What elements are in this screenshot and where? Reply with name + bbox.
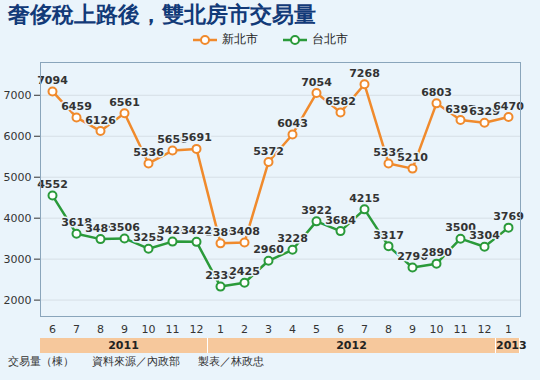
svg-text:8: 8 [97, 323, 104, 336]
svg-text:6329: 6329 [469, 105, 500, 119]
svg-text:3500: 3500 [445, 221, 476, 235]
svg-text:8: 8 [385, 323, 392, 336]
html-text:奢侈稅上路後，雙北房市交易量: 奢侈稅上路後，雙北房市交易量 [8, 2, 316, 27]
svg-text:2: 2 [241, 323, 248, 336]
svg-text:3228: 3228 [277, 232, 308, 245]
svg-text:3: 3 [265, 323, 272, 336]
svg-text:12: 12 [190, 323, 204, 336]
svg-text:2960: 2960 [253, 243, 284, 257]
html-text:台北市: 台北市 [312, 32, 348, 46]
svg-text:6459: 6459 [61, 100, 92, 113]
svg-text:1: 1 [505, 323, 512, 336]
svg-text:5000: 5000 [4, 171, 32, 184]
svg-text:6: 6 [49, 323, 56, 336]
svg-text:6043: 6043 [277, 117, 308, 130]
svg-text:7: 7 [361, 323, 368, 336]
svg-text:2425: 2425 [229, 265, 260, 278]
svg-text:6561: 6561 [109, 96, 140, 109]
svg-text:3255: 3255 [133, 231, 164, 245]
svg-text:5691: 5691 [181, 131, 212, 144]
svg-text:11: 11 [454, 323, 468, 336]
svg-text:4: 4 [289, 323, 296, 336]
svg-text:3684: 3684 [325, 214, 356, 227]
svg-text:5336: 5336 [373, 146, 404, 159]
svg-text:2890: 2890 [421, 246, 452, 259]
svg-text:7054: 7054 [301, 76, 332, 89]
svg-text:5: 5 [313, 323, 320, 336]
svg-text:2796: 2796 [397, 250, 428, 263]
svg-text:10: 10 [142, 323, 156, 336]
svg-text:3428: 3428 [157, 224, 188, 238]
svg-text:5336: 5336 [133, 146, 164, 159]
svg-text:3618: 3618 [61, 216, 92, 230]
svg-text:5210: 5210 [397, 151, 428, 164]
svg-text:4000: 4000 [4, 212, 32, 225]
svg-text:6126: 6126 [85, 114, 116, 127]
svg-text:2000: 2000 [4, 294, 32, 307]
svg-text:4552: 4552 [37, 178, 68, 191]
svg-text:12: 12 [478, 323, 492, 336]
svg-text:7094: 7094 [37, 74, 68, 87]
svg-text:3422: 3422 [181, 224, 212, 237]
svg-text:9: 9 [409, 323, 416, 336]
svg-text:3769: 3769 [493, 210, 524, 223]
svg-text:3304: 3304 [469, 229, 500, 242]
svg-text:3408: 3408 [229, 225, 260, 238]
html-text:2011: 2011 [108, 339, 139, 352]
svg-text:9: 9 [121, 323, 128, 336]
svg-text:11: 11 [166, 323, 180, 336]
html-text:2012: 2012 [336, 339, 367, 352]
svg-text:6803: 6803 [421, 86, 452, 99]
svg-text:3489: 3489 [85, 221, 116, 235]
svg-text:3317: 3317 [373, 229, 404, 242]
svg-text:3000: 3000 [4, 253, 32, 266]
svg-text:7: 7 [73, 323, 80, 336]
svg-text:4215: 4215 [349, 192, 380, 205]
html-text:資料來源／內政部: 資料來源／內政部 [92, 355, 180, 368]
svg-text:6: 6 [337, 323, 344, 336]
svg-text:3506: 3506 [109, 220, 140, 234]
html-text:2013: 2013 [496, 339, 527, 352]
svg-text:6582: 6582 [325, 95, 356, 108]
html-text:新北市: 新北市 [222, 32, 258, 46]
svg-text:10: 10 [430, 323, 444, 336]
svg-text:6397: 6397 [445, 102, 476, 116]
html-text:製表／林政忠: 製表／林政忠 [198, 355, 264, 368]
svg-text:6000: 6000 [4, 130, 32, 143]
svg-text:1: 1 [217, 323, 224, 336]
svg-text:6470: 6470 [493, 100, 524, 113]
svg-text:3922: 3922 [301, 203, 332, 217]
svg-text:2330: 2330 [205, 269, 236, 283]
html-text:交易量（棟）: 交易量（棟） [8, 355, 74, 368]
svg-text:7268: 7268 [349, 67, 380, 80]
svg-text:7000: 7000 [4, 89, 32, 102]
svg-text:5650: 5650 [157, 133, 188, 147]
svg-text:5372: 5372 [253, 144, 284, 157]
